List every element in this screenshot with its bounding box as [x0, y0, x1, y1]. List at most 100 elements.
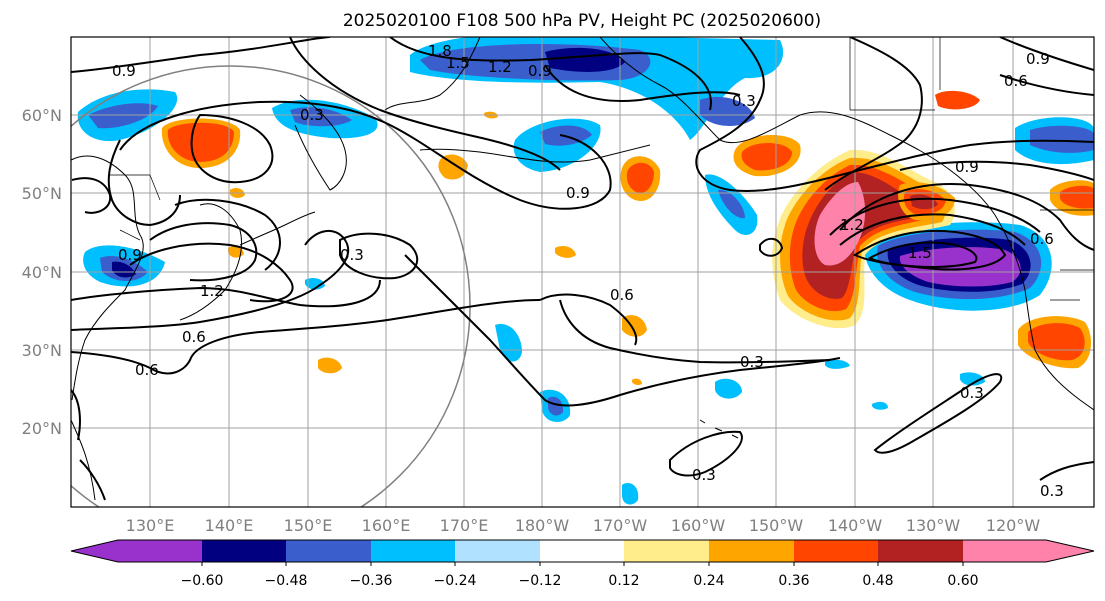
- bering-coastline: [384, 37, 481, 111]
- lon-label: 150°W: [749, 516, 804, 535]
- pv-positive-region: [438, 154, 468, 180]
- colorbar-segment: [709, 540, 794, 562]
- contour-label: 0.9: [566, 184, 590, 202]
- pv-negative-region: [899, 247, 1021, 287]
- colorbar-segments: [71, 540, 1094, 562]
- contour-label: 0.3: [740, 353, 764, 371]
- alaska-coastline: [599, 37, 996, 216]
- height-contour: [404, 254, 841, 407]
- colorbar-tick-label: 0.36: [778, 573, 809, 589]
- height-contour: [759, 237, 784, 257]
- height-contour: [339, 232, 419, 280]
- colorbar-tick-labels: −0.60 −0.48 −0.36 −0.24 −0.12 0.12 0.24 …: [181, 573, 979, 589]
- contour-label: 0.9: [118, 246, 142, 264]
- height-contour: [824, 37, 923, 191]
- pv-positive-region: [1060, 185, 1094, 209]
- height-contour: [71, 389, 106, 501]
- colorbar-segment: [540, 540, 624, 562]
- height-contour: [129, 242, 294, 303]
- colorbar-tick-label: 0.12: [608, 573, 639, 589]
- pv-negative-region: [88, 103, 158, 129]
- contour-label: 0.6: [135, 361, 159, 379]
- kamchatka-coastline: [294, 94, 347, 191]
- colorbar-tick-label: −0.60: [181, 573, 224, 589]
- height-contour: [149, 222, 258, 282]
- colorbar-tick-label: 0.60: [947, 573, 978, 589]
- pv-negative-region: [290, 107, 352, 127]
- height-contour: [695, 37, 1094, 192]
- contour-label: 1.2: [840, 216, 864, 234]
- contour-label: 0.3: [1040, 482, 1064, 500]
- contour-label: 0.9: [112, 62, 136, 80]
- pv-negative-region: [622, 482, 639, 505]
- lat-label: 30°N: [22, 341, 62, 360]
- height-contour: [873, 373, 1003, 454]
- height-contour: [839, 183, 1094, 251]
- contour-label: 1.5: [908, 244, 932, 262]
- colorbar-segment: [963, 540, 1094, 562]
- contour-label: 0.6: [1004, 72, 1028, 90]
- pv-negative-region: [700, 96, 755, 126]
- colorbar-segment: [286, 540, 371, 562]
- pv-negative-region: [825, 359, 850, 369]
- colorbar-tick-label: 0.48: [862, 573, 893, 589]
- contour-label: 0.6: [1030, 230, 1054, 248]
- longitude-labels: 130°E 140°E 150°E 160°E 170°E 180°W 170°…: [126, 516, 1041, 535]
- colorbar-segment: [624, 540, 709, 562]
- height-contour: [190, 113, 274, 184]
- pv-negative-region: [112, 261, 136, 278]
- contour-label: 0.9: [528, 62, 552, 80]
- pv-negative-region: [960, 372, 985, 386]
- pv-negative-region: [718, 189, 745, 219]
- pv-negative-region: [305, 278, 325, 290]
- lat-label: 60°N: [22, 106, 62, 125]
- contour-label: 1.5: [446, 54, 470, 72]
- map-gridlines: [71, 37, 1094, 507]
- contour-label: 0.3: [732, 92, 756, 110]
- height-contour: [1039, 461, 1094, 481]
- colorbar-segment: [455, 540, 540, 562]
- lon-label: 150°E: [284, 516, 333, 535]
- height-contour: [119, 100, 612, 210]
- coastlines: [71, 37, 1094, 501]
- pv-positive-region: [935, 90, 980, 110]
- colorbar-tick-label: −0.12: [519, 573, 562, 589]
- latitude-labels: 60°N 50°N 40°N 30°N 20°N: [22, 106, 62, 438]
- colorbar-segment: [878, 540, 963, 562]
- colorbar-tick-label: 0.24: [693, 573, 724, 589]
- height-contour: [868, 241, 978, 268]
- lon-label: 170°W: [593, 516, 648, 535]
- pv-positive-region: [555, 246, 576, 258]
- pv-positive-region: [632, 378, 642, 386]
- colorbar-segment: [371, 540, 455, 562]
- height-contour: [539, 293, 638, 346]
- pv-positive-region: [626, 162, 654, 193]
- lon-label: 120°W: [986, 516, 1041, 535]
- pv-negative-region: [872, 401, 888, 410]
- pv-negative-region: [715, 378, 742, 399]
- pv-negative-region: [548, 396, 564, 416]
- colorbar-ticks: [201, 562, 964, 566]
- lon-label: 140°E: [205, 516, 254, 535]
- lat-label: 50°N: [22, 184, 62, 203]
- contour-label: 0.9: [1026, 50, 1050, 68]
- contour-label: 1.2: [488, 58, 512, 76]
- lon-label: 180°W: [515, 516, 570, 535]
- height-contour: [174, 198, 281, 271]
- lon-label: 130°E: [126, 516, 175, 535]
- height-contour: [999, 74, 1094, 96]
- pv-positive-region: [1028, 323, 1085, 361]
- contour-label: 0.3: [960, 384, 984, 402]
- lon-label: 130°W: [906, 516, 961, 535]
- political-boundaries: [110, 37, 1094, 301]
- contour-label: 0.3: [692, 466, 716, 484]
- height-contour: [71, 37, 331, 73]
- colorbar-segment: [794, 540, 878, 562]
- map-panel: 0.9 1.8 1.5 1.2 0.9 0.3 0.6 0.9 0.3 0.9 …: [70, 36, 1095, 508]
- colorbar-outline: [70, 539, 1095, 563]
- lat-label: 40°N: [22, 263, 62, 282]
- height-contour: [289, 37, 561, 171]
- height-contour: [839, 213, 1026, 246]
- contour-label: 0.3: [300, 106, 324, 124]
